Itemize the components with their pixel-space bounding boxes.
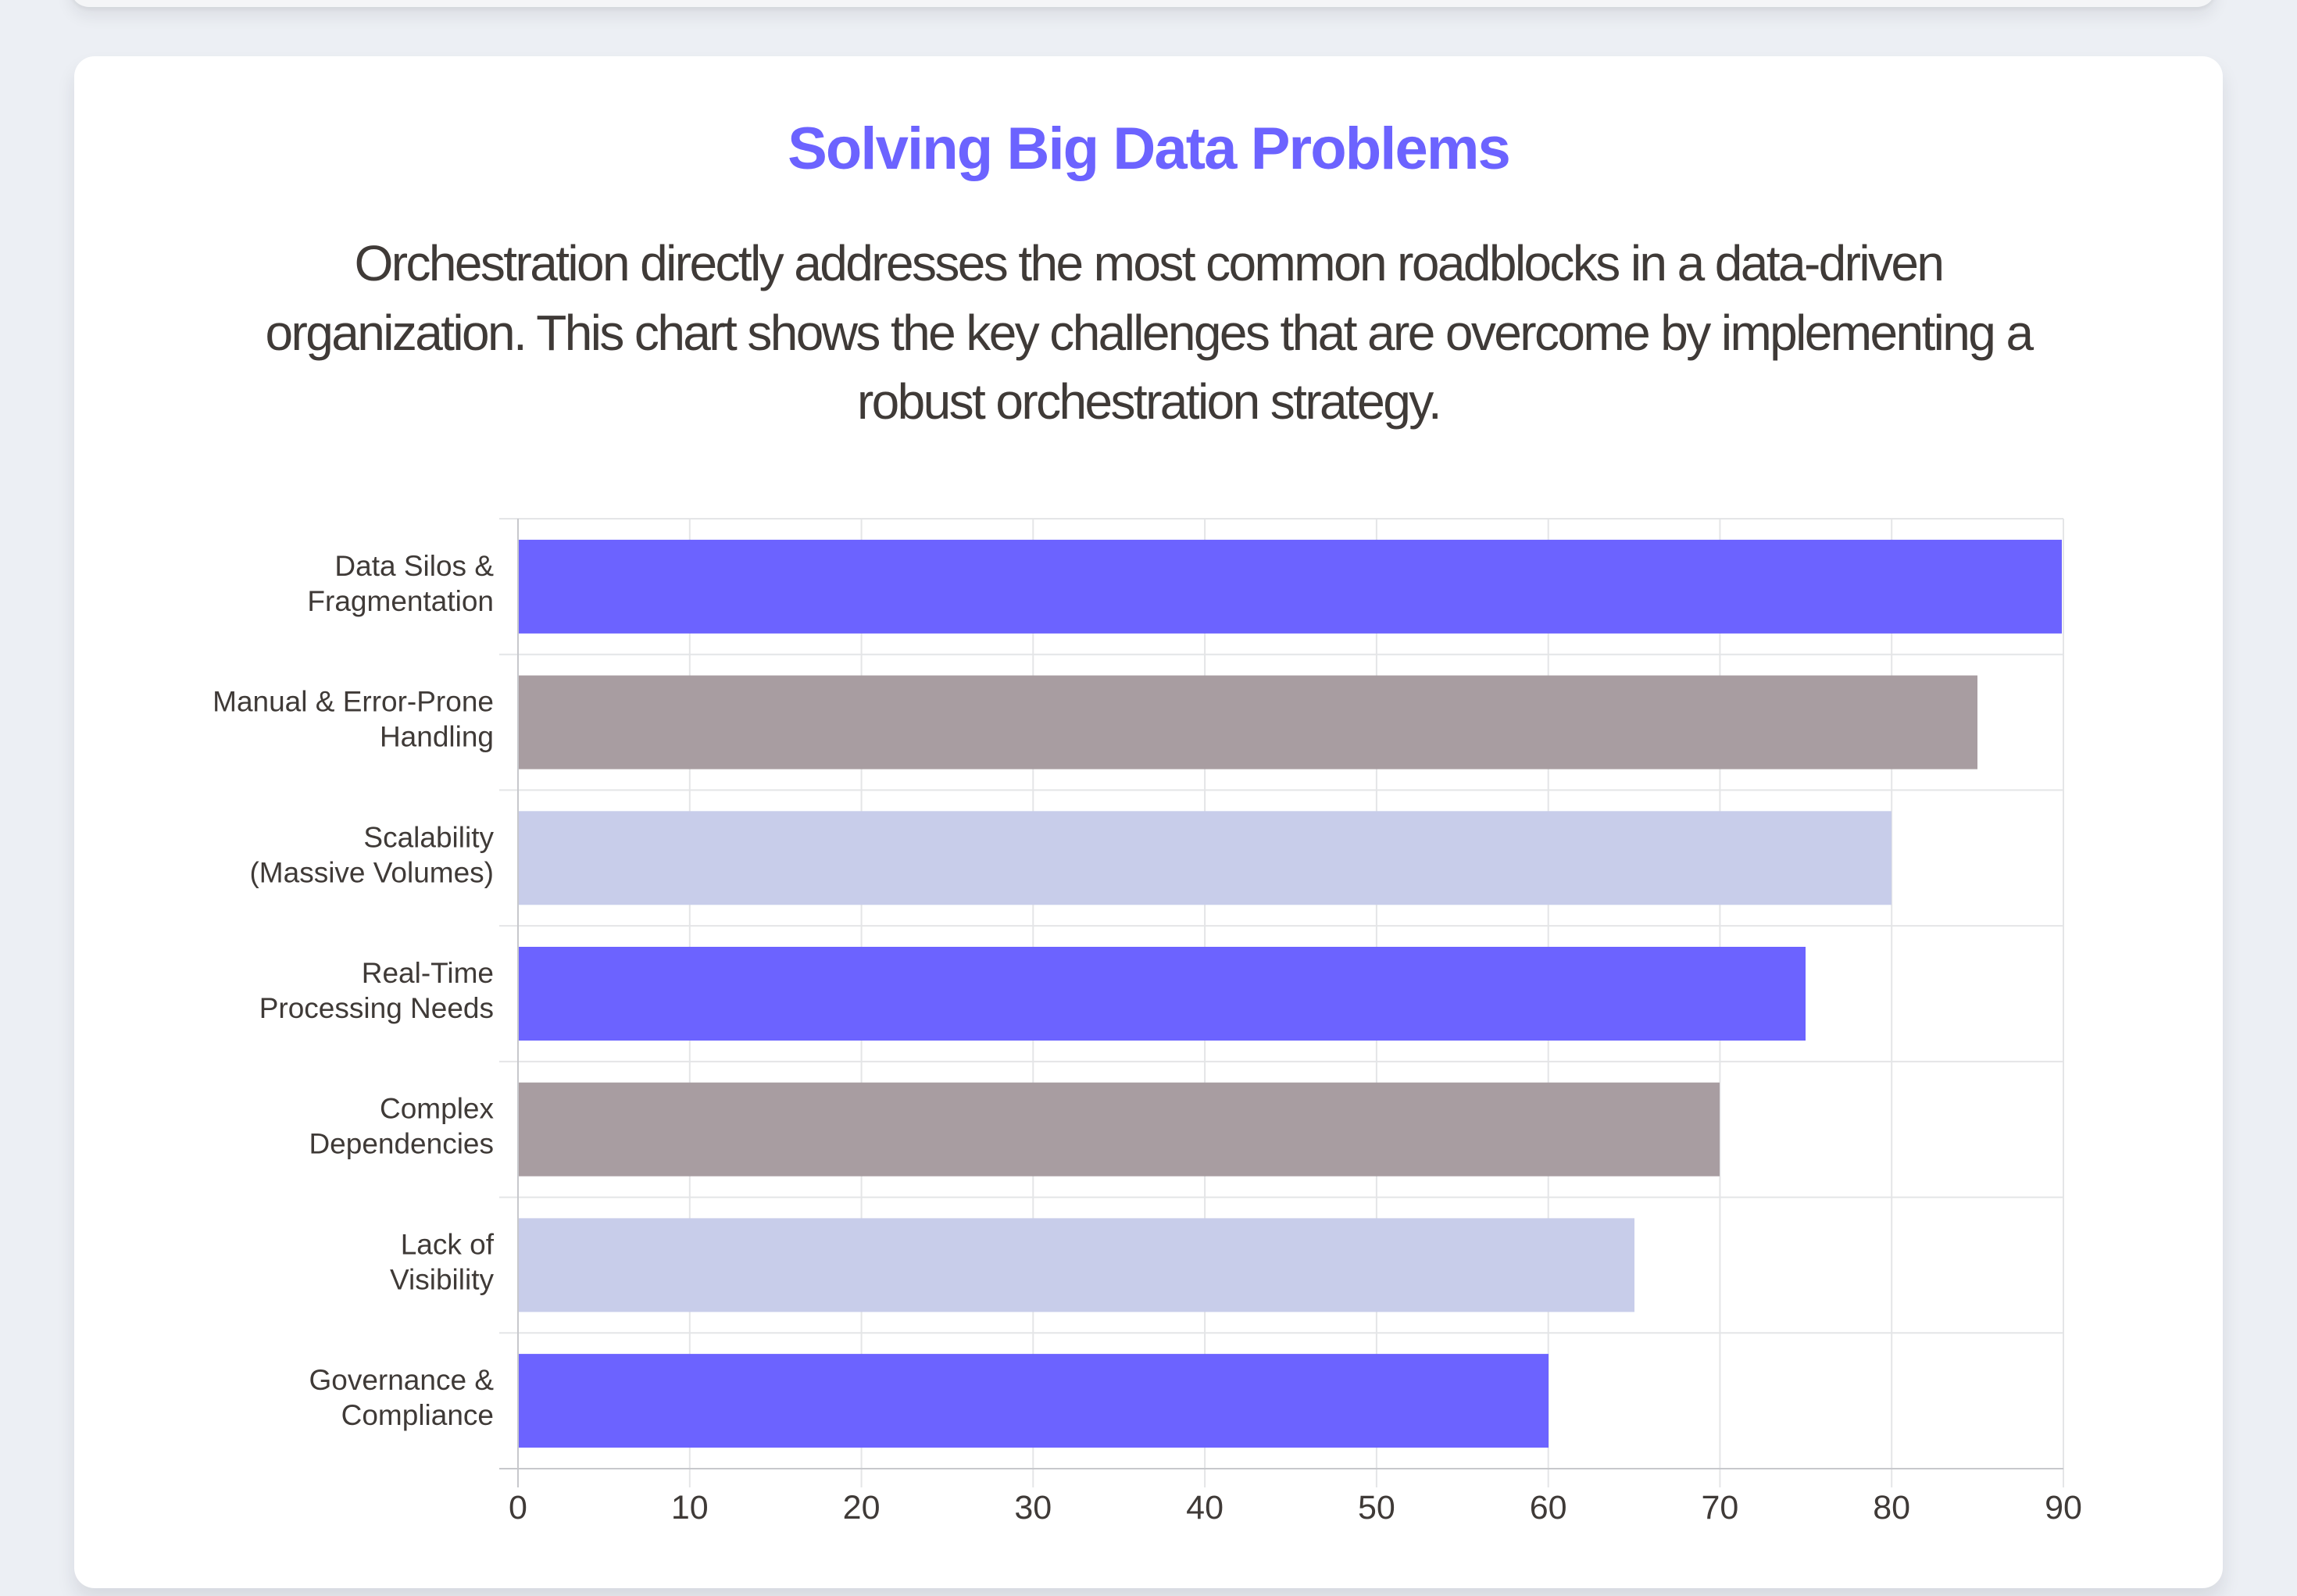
svg-text:30: 30 xyxy=(1014,1489,1052,1526)
svg-text:Data Silos &: Data Silos & xyxy=(334,550,494,582)
svg-text:50: 50 xyxy=(1358,1489,1395,1526)
svg-text:Visibility: Visibility xyxy=(390,1263,494,1295)
svg-text:Compliance: Compliance xyxy=(341,1399,494,1431)
svg-text:60: 60 xyxy=(1530,1489,1567,1526)
svg-text:Processing Needs: Processing Needs xyxy=(259,992,494,1024)
svg-text:Lack of: Lack of xyxy=(401,1228,495,1260)
svg-text:Manual & Error-Prone: Manual & Error-Prone xyxy=(213,686,494,718)
svg-text:20: 20 xyxy=(843,1489,881,1526)
svg-text:10: 10 xyxy=(671,1489,709,1526)
svg-text:Dependencies: Dependencies xyxy=(309,1128,494,1160)
svg-text:70: 70 xyxy=(1701,1489,1738,1526)
svg-text:Fragmentation: Fragmentation xyxy=(307,585,494,617)
svg-text:90: 90 xyxy=(2045,1489,2082,1526)
svg-text:0: 0 xyxy=(509,1489,527,1526)
svg-text:Real-Time: Real-Time xyxy=(362,957,494,989)
svg-text:80: 80 xyxy=(1873,1489,1910,1526)
svg-text:Complex: Complex xyxy=(380,1093,494,1125)
svg-text:Handling: Handling xyxy=(380,721,494,753)
svg-text:Governance &: Governance & xyxy=(309,1364,494,1396)
svg-text:(Massive Volumes): (Massive Volumes) xyxy=(249,856,494,888)
svg-text:40: 40 xyxy=(1186,1489,1224,1526)
svg-text:Scalability: Scalability xyxy=(363,821,494,853)
